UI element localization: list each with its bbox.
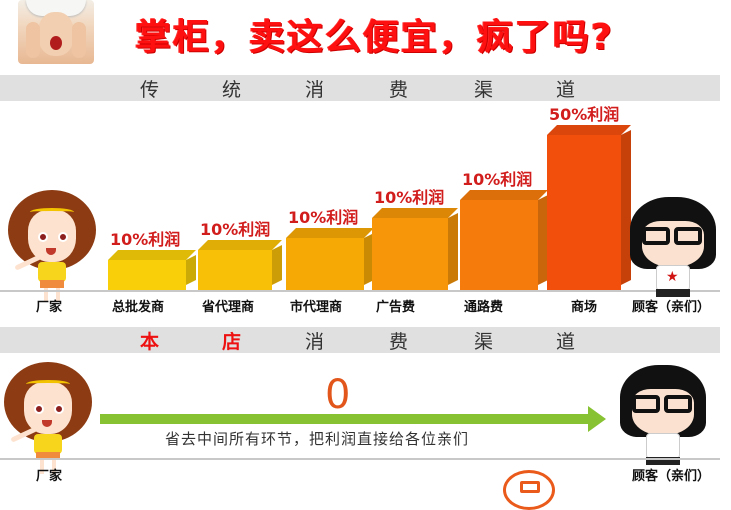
section-char: 道 (556, 330, 576, 353)
chart-baseline (0, 290, 720, 292)
shop-logo-icon (503, 470, 555, 510)
section-title-store: 本 店 消 费 渠 道 (0, 327, 720, 353)
bar (108, 250, 196, 290)
section-char: 费 (389, 330, 409, 353)
surprised-woman-avatar (18, 0, 94, 64)
end-label: 顾客（亲们） (632, 300, 711, 315)
section-char: 道 (556, 78, 576, 101)
section-char: 渠 (474, 78, 494, 101)
bar-value-label: 10%利润 (110, 230, 181, 249)
bar-value-label: 50%利润 (549, 105, 620, 124)
start-label: 厂家 (36, 469, 63, 484)
category-label: 广告费 (376, 300, 416, 315)
bar (198, 240, 282, 290)
start-label: 厂家 (36, 300, 63, 315)
bar-value-label: 10%利润 (374, 188, 445, 207)
end-label: 顾客（亲们） (632, 469, 711, 484)
bar (286, 228, 374, 290)
zero-markup-value: 0 (325, 372, 351, 418)
bar-value-label: 10%利润 (200, 220, 271, 239)
bar (547, 125, 631, 290)
direct-arrow (100, 414, 590, 424)
bar (460, 190, 548, 290)
section-char: 本 (140, 330, 160, 353)
category-label: 商场 (571, 300, 598, 315)
bar (372, 208, 458, 290)
category-label: 总批发商 (112, 300, 165, 315)
category-label: 市代理商 (290, 300, 343, 315)
category-label: 通路费 (464, 300, 504, 315)
section-char: 店 (222, 330, 242, 353)
bar-value-label: 10%利润 (288, 208, 359, 227)
arrow-head-icon (588, 406, 606, 432)
bottom-baseline (0, 458, 720, 460)
headline: 掌柜，卖这么便宜，疯了吗? (135, 17, 614, 58)
section-title-traditional: 传 统 消 费 渠 道 (0, 75, 720, 101)
category-label: 省代理商 (202, 300, 255, 315)
section-char: 统 (222, 78, 242, 101)
section-char: 传 (140, 78, 160, 101)
section-char: 消 (305, 78, 325, 101)
slogan-text: 省去中间所有环节，把利润直接给各位亲们 (165, 430, 470, 448)
section-char: 费 (389, 78, 409, 101)
section-char: 消 (305, 330, 325, 353)
bar-value-label: 10%利润 (462, 170, 533, 189)
section-char: 渠 (474, 330, 494, 353)
